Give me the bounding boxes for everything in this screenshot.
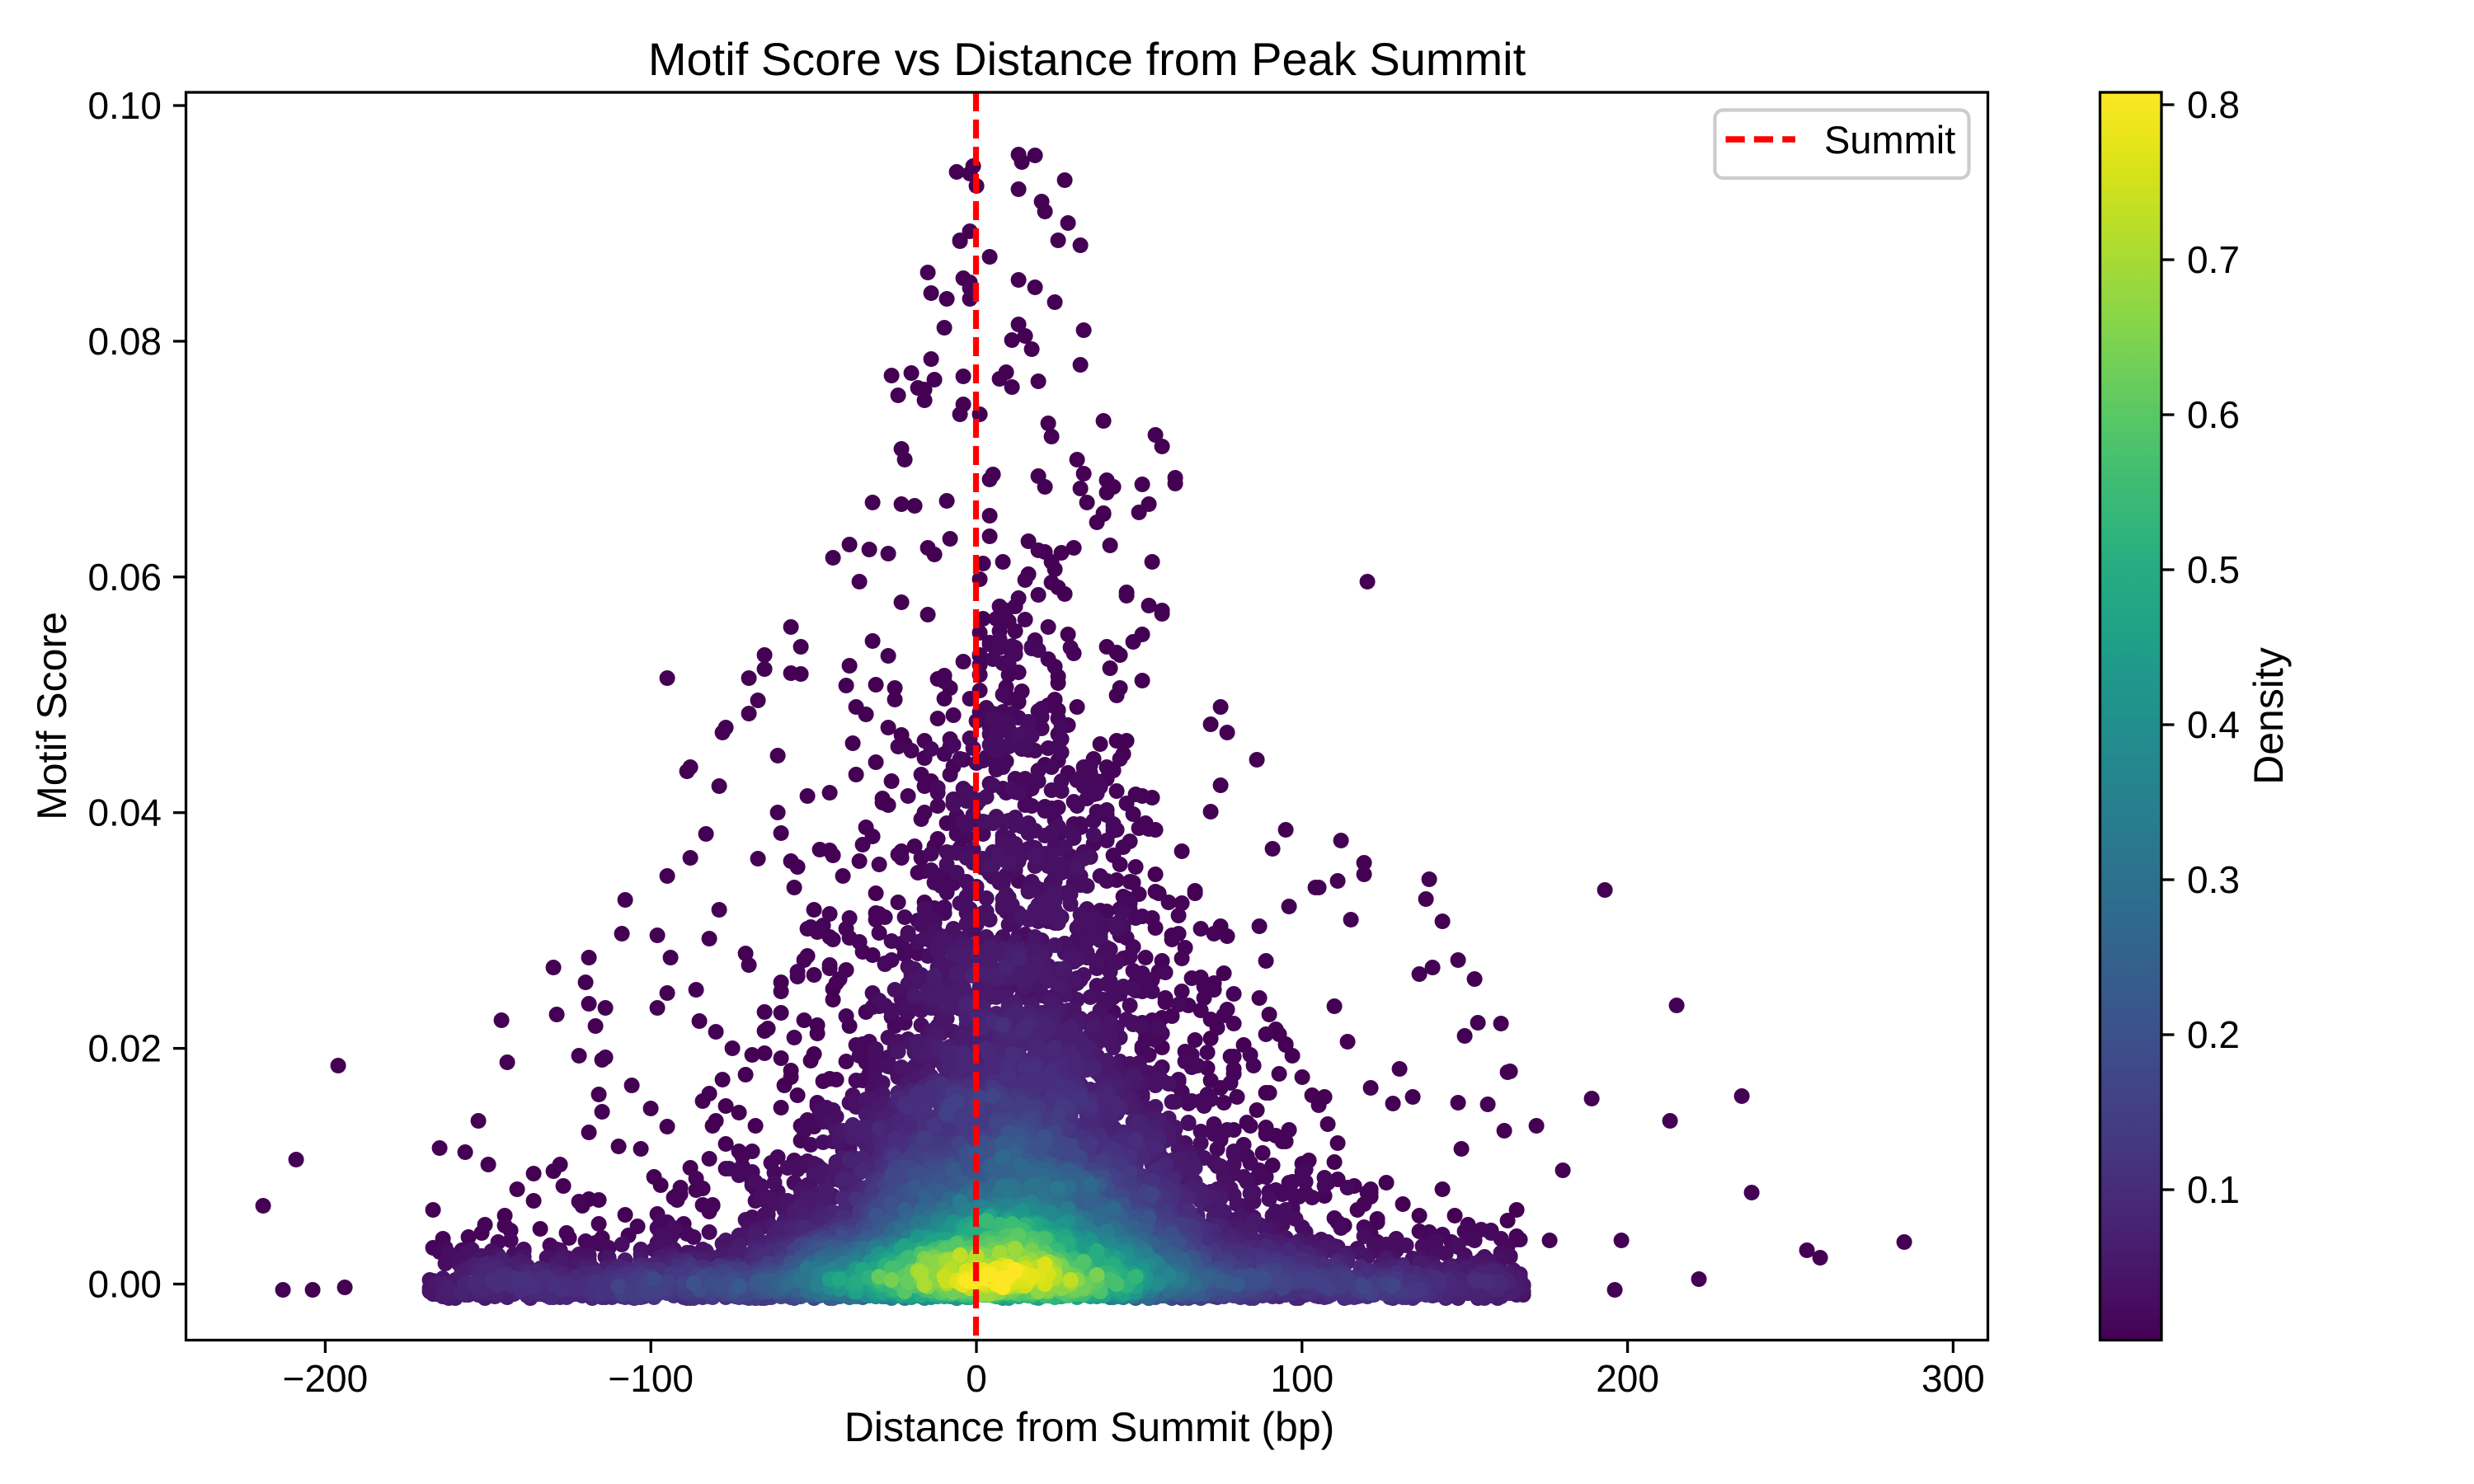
svg-text:0.5: 0.5 [2187, 548, 2240, 591]
svg-text:Motif Score: Motif Score [29, 612, 75, 820]
svg-text:0.7: 0.7 [2187, 238, 2240, 281]
svg-text:−200: −200 [283, 1357, 369, 1400]
svg-text:0.8: 0.8 [2187, 83, 2240, 126]
svg-text:0.04: 0.04 [87, 791, 162, 834]
svg-text:100: 100 [1270, 1357, 1333, 1400]
svg-text:0.4: 0.4 [2187, 703, 2240, 746]
svg-text:−100: −100 [608, 1357, 694, 1400]
svg-text:Motif Score vs Distance from P: Motif Score vs Distance from Peak Summit [648, 33, 1526, 85]
svg-text:Density: Density [2246, 647, 2292, 785]
svg-text:0.3: 0.3 [2187, 858, 2240, 901]
svg-text:0.2: 0.2 [2187, 1013, 2240, 1056]
svg-text:Summit: Summit [1824, 118, 1955, 162]
svg-text:0.10: 0.10 [87, 84, 162, 127]
svg-text:200: 200 [1596, 1357, 1659, 1400]
svg-text:0.06: 0.06 [87, 556, 162, 599]
svg-text:Distance from Summit (bp): Distance from Summit (bp) [844, 1404, 1335, 1450]
svg-text:0.02: 0.02 [87, 1027, 162, 1070]
svg-text:0.00: 0.00 [87, 1263, 162, 1306]
svg-text:0.1: 0.1 [2187, 1168, 2240, 1211]
svg-text:300: 300 [1921, 1357, 1985, 1400]
svg-text:0: 0 [966, 1357, 987, 1400]
svg-text:0.6: 0.6 [2187, 393, 2240, 436]
svg-text:0.08: 0.08 [87, 320, 162, 363]
